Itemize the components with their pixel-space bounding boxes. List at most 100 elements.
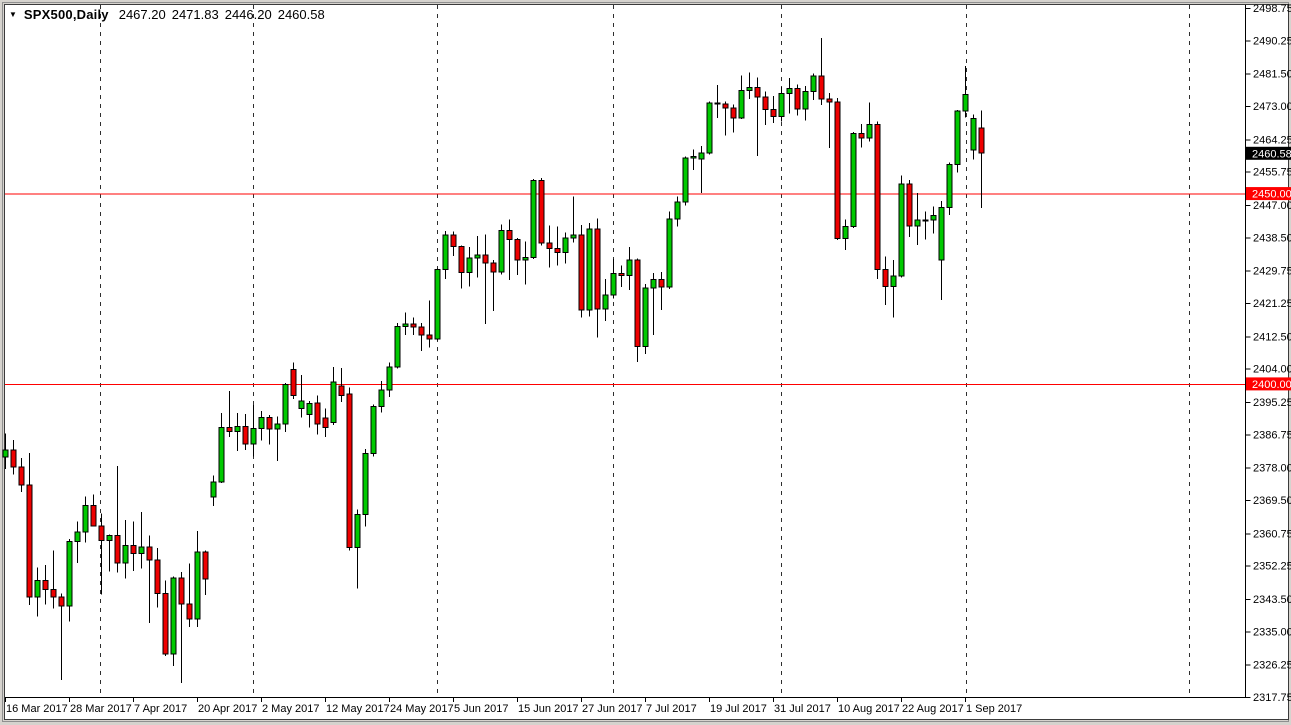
candle — [26, 452, 33, 606]
candle — [626, 247, 633, 290]
candle — [458, 245, 465, 289]
frame-inner-border — [4, 4, 1289, 720]
price-tick-label: 2360.75 — [1253, 528, 1291, 540]
candle — [674, 196, 681, 227]
candle — [394, 322, 401, 369]
candle — [898, 175, 905, 278]
candle — [850, 131, 857, 229]
candle — [946, 162, 953, 215]
date-tick-label: 7 Apr 2017 — [134, 703, 187, 715]
candle — [410, 317, 417, 335]
candle — [906, 179, 913, 237]
candle — [698, 145, 705, 193]
candle — [434, 268, 441, 341]
candle — [754, 77, 761, 156]
date-tick-label: 2 May 2017 — [262, 703, 319, 715]
price-tick-label: 2481.50 — [1253, 69, 1291, 81]
candle — [666, 211, 673, 290]
time-axis[interactable]: 16 Mar 2017 28 Mar 2017 7 Apr 2017 20 Apr 2… — [5, 697, 1023, 716]
candle — [98, 513, 105, 595]
date-tick-label: 12 May 2017 — [326, 703, 390, 715]
candle — [874, 121, 881, 280]
candle — [154, 547, 161, 608]
candle — [90, 494, 97, 527]
candle — [810, 73, 817, 100]
candle — [338, 367, 345, 403]
candle — [258, 410, 265, 441]
candle — [682, 156, 689, 206]
date-tick-label: 28 Mar 2017 — [70, 703, 132, 715]
candle — [586, 222, 593, 317]
price-tick-label: 2421.25 — [1253, 298, 1291, 310]
date-tick-label: 22 Aug 2017 — [902, 703, 964, 715]
candle — [562, 232, 569, 264]
ohlc-high-value: 2471.83 — [171, 7, 219, 22]
candle — [818, 37, 825, 105]
candle — [210, 475, 217, 507]
price-tick-label: 2395.25 — [1253, 397, 1291, 409]
candle — [242, 413, 249, 450]
candle — [866, 102, 873, 142]
candle — [770, 96, 777, 123]
candle — [306, 401, 313, 428]
candle — [546, 225, 553, 268]
date-tick-label: 10 Aug 2017 — [838, 703, 900, 715]
current-price-label: 2460.58 — [1252, 148, 1291, 160]
candle — [314, 395, 321, 435]
candle — [650, 273, 657, 336]
date-tick-label: 27 Jun 2017 — [582, 703, 643, 715]
price-tick-label: 2335.00 — [1253, 626, 1291, 638]
date-tick-label: 31 Jul 2017 — [774, 703, 831, 715]
price-tick-label: 2378.00 — [1253, 463, 1291, 475]
candle — [138, 511, 145, 569]
candle — [842, 219, 849, 250]
candle — [106, 534, 113, 572]
candle — [194, 530, 201, 628]
date-tick-label: 5 Jun 2017 — [454, 703, 508, 715]
candle — [362, 448, 369, 527]
candle — [922, 211, 929, 240]
candle — [890, 260, 897, 318]
candle — [474, 236, 481, 278]
candle — [802, 85, 809, 121]
price-tick-label: 2429.75 — [1253, 266, 1291, 278]
price-axis[interactable]: 2498.75 2490.25 2481.50 2473.00 2464.25 2455.… — [1245, 3, 1291, 704]
candle — [266, 415, 273, 445]
candle — [786, 77, 793, 114]
candle — [554, 226, 561, 266]
candle — [170, 576, 177, 666]
candle — [722, 101, 729, 136]
candle — [466, 247, 473, 287]
ohlc-open-value: 2467.20 — [118, 7, 166, 22]
candle — [498, 224, 505, 275]
candle — [418, 322, 425, 351]
candle — [730, 104, 737, 133]
date-tick-label: 15 Jun 2017 — [518, 703, 579, 715]
ohlc-close-value: 2460.58 — [277, 7, 325, 22]
date-tick-label: 24 May 2017 — [390, 703, 454, 715]
price-tick-label: 2447.00 — [1253, 200, 1291, 212]
candle — [658, 271, 665, 311]
candle — [290, 362, 297, 400]
candle — [642, 283, 649, 354]
candle — [130, 521, 137, 571]
candle — [346, 387, 353, 551]
candle — [250, 405, 257, 457]
candle — [634, 258, 641, 363]
candle — [226, 390, 233, 438]
candle — [938, 201, 945, 301]
symbol-dropdown-icon[interactable]: ▼ — [9, 9, 17, 19]
candle — [322, 408, 329, 438]
candle — [378, 381, 385, 413]
chart-title-bar: ▼ SPX500,Daily 2467.20 2471.83 2446.20 2… — [9, 7, 331, 22]
candle — [426, 300, 433, 348]
candle — [482, 234, 489, 325]
candle — [914, 193, 921, 245]
candle — [570, 196, 577, 243]
date-tick-label: 20 Apr 2017 — [198, 703, 257, 715]
candle — [610, 259, 617, 299]
candle — [858, 123, 865, 148]
hline-price-box: 2450.00 — [1246, 187, 1291, 201]
